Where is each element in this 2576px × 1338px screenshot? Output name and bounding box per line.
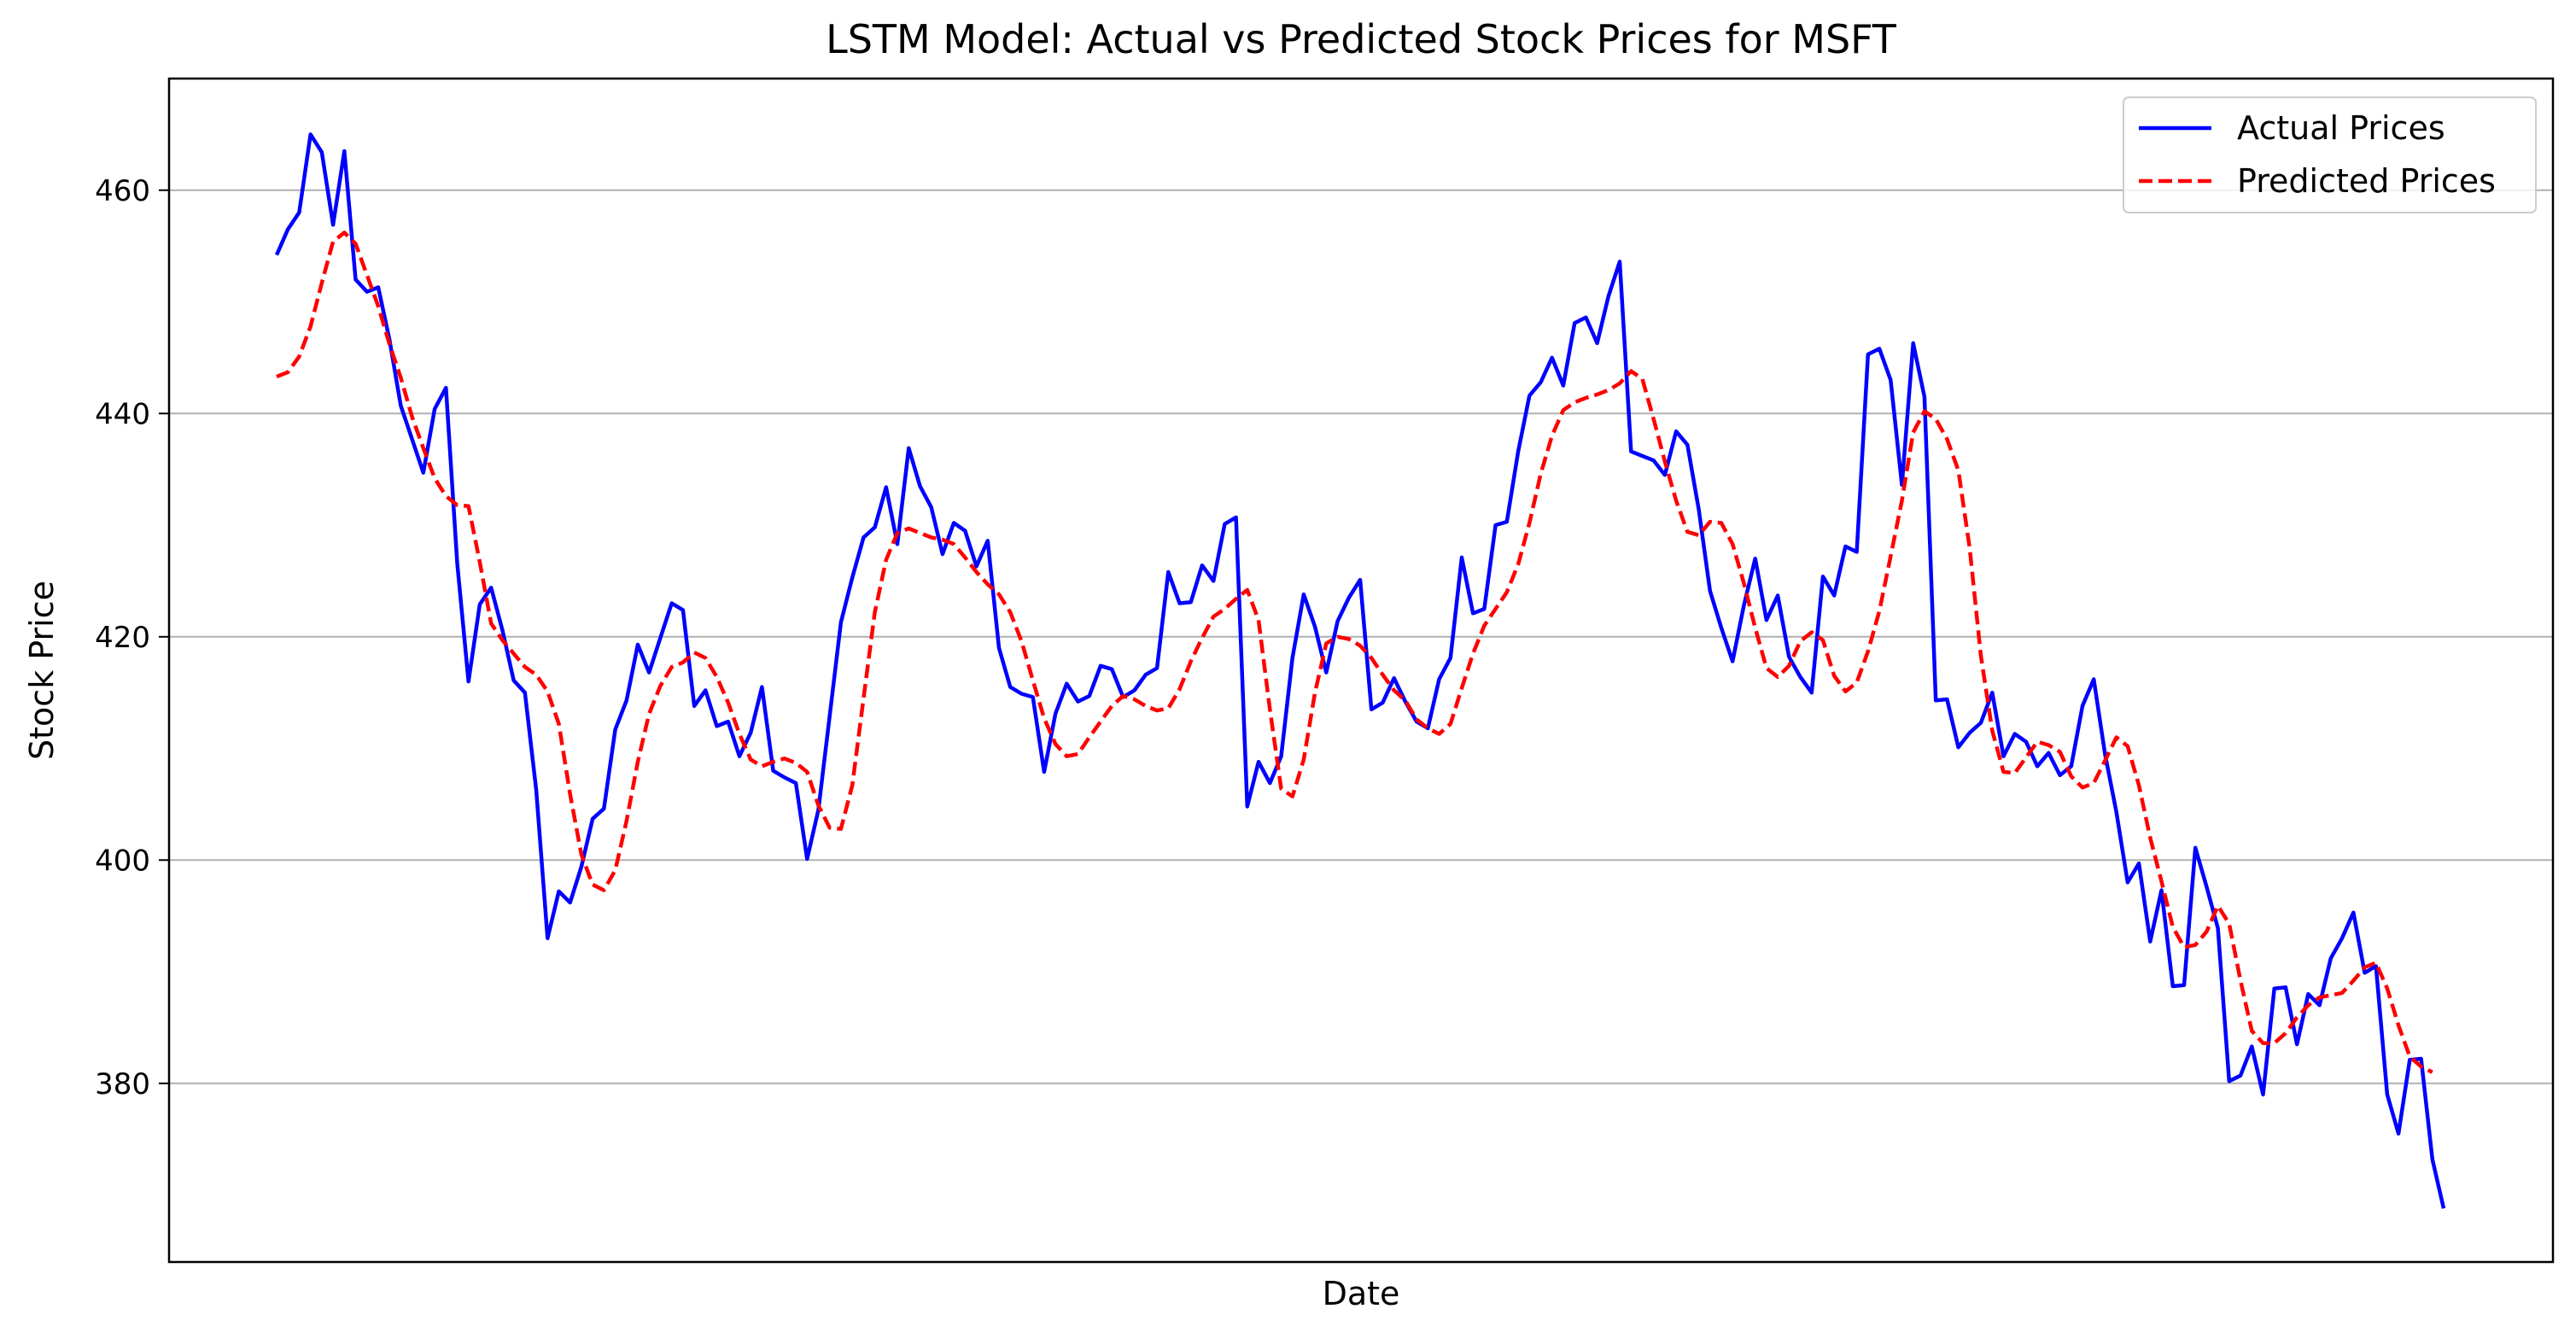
legend: Actual Prices Predicted Prices <box>2123 96 2537 213</box>
y-tick-label-460: 460 <box>95 174 150 208</box>
series-line-predicted <box>276 231 2433 1074</box>
y-tick-label-400: 400 <box>95 844 150 878</box>
grid-lines <box>169 189 2553 1084</box>
y-tick-label-420: 420 <box>95 621 150 655</box>
legend-label-predicted: Predicted Prices <box>2237 162 2496 200</box>
legend-box <box>2123 96 2537 213</box>
plot-frame <box>167 77 2555 1264</box>
series-line-actual <box>274 132 2446 1209</box>
x-axis-label: Date <box>1323 1275 1400 1312</box>
legend-label-actual: Actual Prices <box>2237 109 2445 147</box>
y-axis-ticks: 380 400 420 440 460 <box>95 174 169 1101</box>
y-axis-label: Stock Price <box>23 581 61 760</box>
y-tick-label-380: 380 <box>95 1067 150 1101</box>
chart-title: LSTM Model: Actual vs Predicted Stock Pr… <box>826 16 1897 62</box>
series-layer <box>274 132 2446 1209</box>
y-tick-label-440: 440 <box>95 397 150 431</box>
